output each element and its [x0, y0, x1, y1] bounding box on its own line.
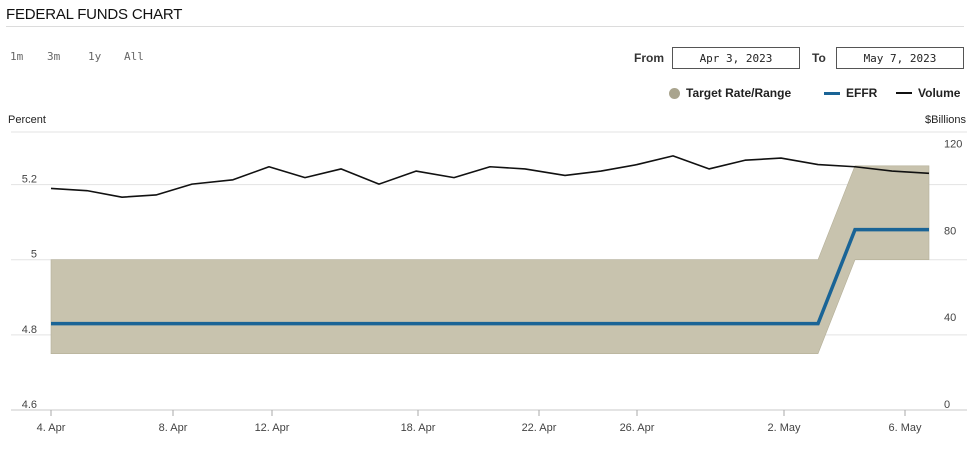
left-axis-title: Percent: [8, 114, 46, 126]
x-tick-label: 12. Apr: [255, 422, 290, 434]
x-tick-label: 2. May: [767, 422, 801, 434]
title-divider: [6, 26, 964, 27]
chart-title: FEDERAL FUNDS CHART: [6, 6, 183, 23]
line-swatch-icon: [824, 91, 840, 95]
legend-volume[interactable]: Volume: [896, 86, 960, 100]
legend-volume-label: Volume: [918, 86, 961, 100]
x-tick-label: 22. Apr: [522, 422, 557, 434]
x-tick-label: 26. Apr: [620, 422, 655, 434]
legend-target-label: Target Rate/Range: [686, 86, 792, 100]
left-tick-label: 4.8: [22, 324, 37, 336]
volume-line: [50, 155, 930, 198]
range-1y-button[interactable]: 1y: [88, 50, 102, 63]
range-3m-button[interactable]: 3m: [47, 50, 61, 63]
left-tick-label: 5.2: [22, 174, 37, 186]
range-1m-button[interactable]: 1m: [10, 50, 24, 63]
left-tick-label: 5: [31, 249, 37, 261]
left-tick-label: 4.6: [22, 399, 37, 411]
from-label: From: [634, 51, 664, 65]
right-tick-label: 0: [944, 399, 950, 411]
effr-line: [51, 227, 929, 326]
circle-icon: [669, 87, 680, 99]
x-tick-label: 6. May: [888, 422, 922, 434]
x-tick-label: 18. Apr: [401, 422, 436, 434]
to-date-input[interactable]: May 7, 2023: [836, 47, 964, 69]
legend-effr[interactable]: EFFR: [824, 86, 877, 100]
right-tick-label: 120: [944, 138, 962, 150]
to-label: To: [812, 51, 826, 65]
right-tick-label: 40: [944, 312, 956, 324]
x-tick-label: 8. Apr: [159, 422, 188, 434]
x-tick-label: 4. Apr: [37, 422, 66, 434]
line-swatch-icon: [896, 92, 912, 94]
target-range-band: [50, 165, 930, 354]
range-all-button[interactable]: All: [124, 50, 144, 63]
right-axis-title: $Billions: [925, 114, 966, 126]
right-tick-label: 80: [944, 225, 956, 237]
legend-effr-label: EFFR: [846, 86, 878, 100]
from-date-input[interactable]: Apr 3, 2023: [672, 47, 800, 69]
legend-target-rate[interactable]: Target Rate/Range: [669, 86, 791, 100]
